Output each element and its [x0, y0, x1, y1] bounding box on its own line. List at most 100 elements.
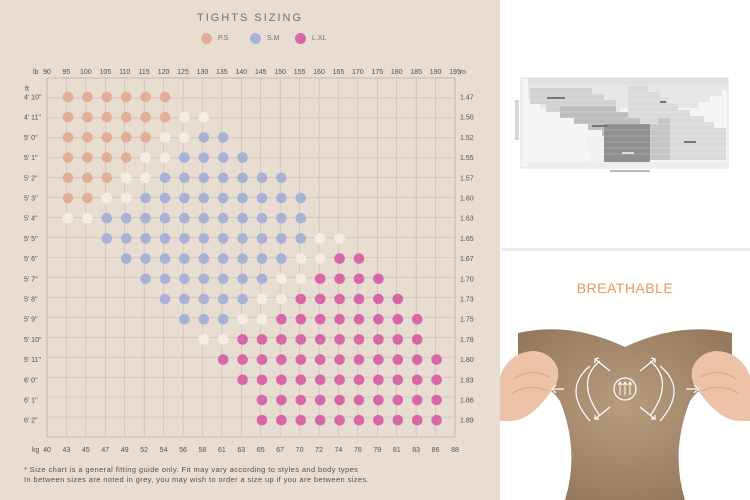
lb-tick-label: 100: [80, 69, 92, 76]
panel-divider: [500, 0, 503, 500]
height-ft-label: 5' 5": [24, 236, 38, 243]
size-dot-sm: [237, 253, 248, 264]
legend-item-lxl: L.XL: [295, 33, 326, 44]
size-dot-sm: [179, 233, 190, 244]
lb-tick-label: 195: [449, 69, 461, 76]
kg-tick-label: 65: [257, 447, 265, 454]
size-dot-ps: [82, 152, 93, 163]
size-dot-lxl: [314, 273, 326, 285]
size-dot-sm: [140, 212, 151, 224]
size-dot-sm: [237, 233, 248, 244]
size-dot-lxl: [256, 374, 268, 386]
size-dot-sm: [237, 293, 248, 305]
kg-tick-label: 70: [296, 447, 304, 454]
size-dot-sm: [217, 253, 229, 264]
section-divider: [502, 248, 750, 251]
size-dot-ps: [82, 111, 93, 123]
size-dot-ps: [82, 91, 93, 103]
size-dot-between: [198, 111, 210, 123]
legend-item-sm: S.M: [250, 33, 279, 44]
size-dot-lxl: [334, 253, 345, 264]
size-dot-sm: [198, 253, 210, 264]
size-dot-ps: [62, 192, 74, 204]
size-dot-sm: [237, 152, 248, 163]
size-dot-lxl: [353, 374, 365, 386]
size-dot-sm: [140, 253, 151, 264]
size-dot-sm: [179, 212, 190, 224]
size-dot-sm: [295, 212, 307, 224]
size-dot-ps: [101, 152, 113, 163]
size-dot-ps: [82, 172, 93, 184]
size-dot-lxl: [237, 334, 248, 345]
size-chart-panel: TIGHTS SIZING P.S S.M L.XL lb kg ft m 90 95 10…: [0, 0, 500, 500]
size-dot-sm: [198, 152, 210, 163]
size-dot-lxl: [295, 313, 307, 325]
size-dot-lxl: [431, 374, 442, 386]
size-dot-sm: [159, 192, 171, 204]
left-hand-finger: [513, 371, 551, 380]
thumb-label-b: [592, 125, 608, 127]
kg-tick-label: 52: [140, 447, 148, 454]
size-dot-between: [62, 212, 74, 224]
kg-tick-label: 86: [432, 447, 440, 454]
fabric-shape: [518, 329, 732, 500]
size-dot-lxl: [392, 293, 404, 305]
thumbnail-chart-graphic: [515, 77, 729, 172]
size-dot-sm: [217, 192, 229, 204]
lb-tick-label: 110: [119, 69, 130, 76]
size-dot-lxl: [353, 394, 365, 406]
size-dot-sm: [237, 192, 248, 204]
size-dot-between: [295, 273, 307, 285]
height-m-label: 1.78: [460, 337, 474, 344]
height-ft-label: 5' 10": [24, 337, 42, 344]
size-dot-lxl: [411, 394, 423, 406]
height-ft-label: 5' 7": [24, 276, 38, 283]
size-dot-lxl: [353, 293, 365, 305]
size-dot-between: [276, 273, 287, 285]
thumb-label-a: [547, 97, 565, 99]
size-dot-between: [217, 334, 229, 345]
lb-tick-label: 140: [235, 69, 247, 76]
size-dot-between: [314, 233, 326, 244]
height-m-label: 1.67: [460, 256, 474, 263]
footnote-line-1: * Size chart is a general fitting guide …: [24, 465, 359, 474]
lb-tick-label: 120: [158, 69, 170, 76]
size-dot-lxl: [334, 414, 345, 426]
size-dot-ps: [140, 111, 151, 123]
size-dot-sm: [256, 273, 268, 285]
size-dot-sm: [120, 233, 132, 244]
size-dot-ps: [62, 111, 74, 123]
ft-unit-label: ft: [25, 86, 29, 93]
size-dot-ps: [120, 91, 132, 103]
height-ft-label: 5' 0": [24, 135, 38, 142]
size-dot-sm: [159, 253, 171, 264]
size-dot-lxl: [237, 354, 248, 365]
size-dot-sm: [159, 212, 171, 224]
kg-tick-label: 45: [82, 447, 90, 454]
size-dot-lxl: [373, 394, 384, 406]
lb-tick-label: 95: [63, 69, 71, 76]
right-hand: [691, 351, 750, 421]
legend-swatch-ps: [201, 33, 212, 44]
height-m-label: 1.89: [460, 418, 474, 425]
size-dot-ps: [101, 111, 113, 123]
size-dot-sm: [237, 273, 248, 285]
size-dot-sm: [276, 233, 287, 244]
size-dot-sm: [140, 233, 151, 244]
size-dot-sm: [198, 273, 210, 285]
size-dot-lxl: [334, 293, 345, 305]
height-m-label: 1.73: [460, 297, 474, 304]
size-dot-lxl: [334, 394, 345, 406]
size-dot-between: [179, 111, 190, 123]
size-dot-ps: [159, 91, 171, 103]
size-dot-sm: [159, 172, 171, 184]
thumb-region-dark: [604, 124, 650, 162]
lb-unit-label: lb: [33, 69, 39, 76]
legend-label-lxl: L.XL: [312, 35, 327, 42]
height-m-label: 1.80: [460, 357, 474, 364]
size-dot-lxl: [217, 354, 229, 365]
size-dot-lxl: [411, 334, 423, 345]
size-dot-ps: [101, 91, 113, 103]
size-dot-lxl: [295, 354, 307, 365]
thumbnail-size-chart[interactable]: [500, 0, 750, 250]
